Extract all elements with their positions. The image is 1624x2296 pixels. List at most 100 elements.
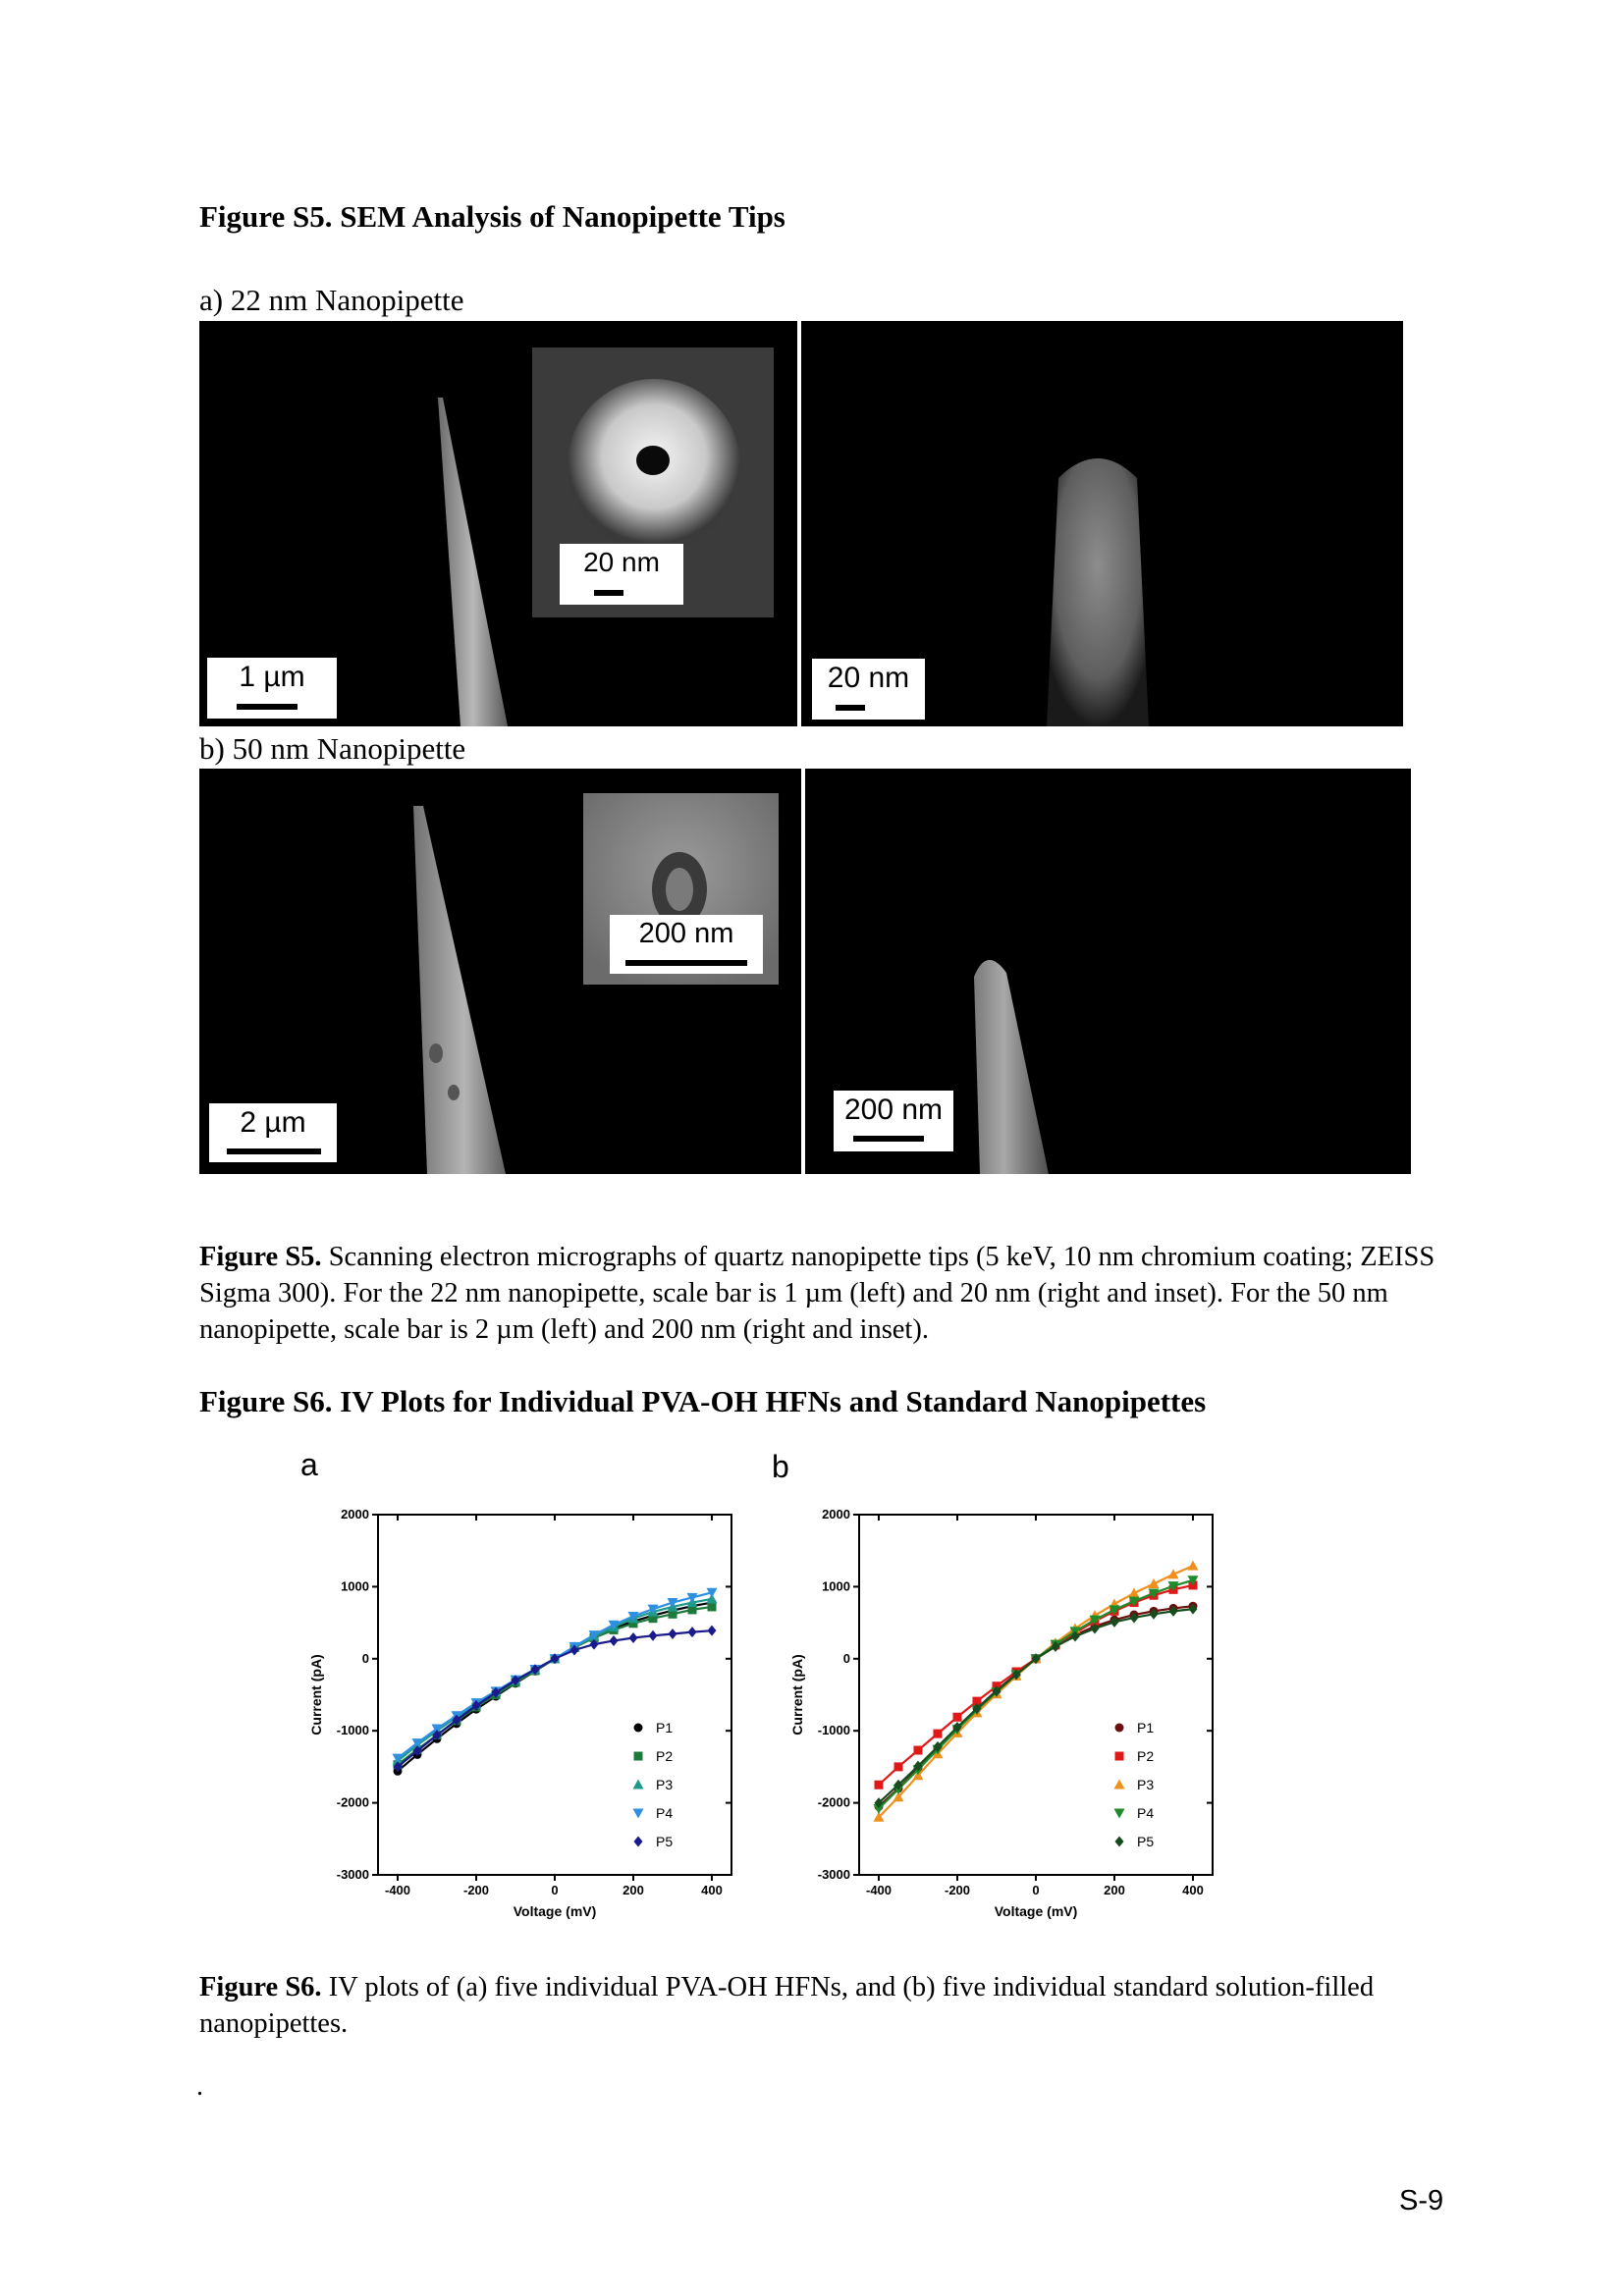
chart-b-point-P5 [1110, 1616, 1119, 1628]
chart-a-point-P2 [707, 1602, 717, 1612]
sem-image-a-left: 20 nm 1 µm [199, 321, 797, 726]
chart-a-point-P2 [628, 1619, 638, 1629]
chart-a-point-P5 [452, 1714, 461, 1726]
chart-b-point-P3 [893, 1791, 904, 1802]
chart-a-point-P2 [687, 1605, 697, 1615]
chart-a-point-P5 [687, 1627, 697, 1638]
chart-a-x-tick-label: 0 [551, 1883, 558, 1897]
chart-a-y-tick-label: -2000 [337, 1795, 369, 1810]
figure-s5-caption: Figure S5. Scanning electron micrographs… [199, 1239, 1436, 1348]
chart-a-y-tick-label: -3000 [337, 1867, 369, 1882]
nanopipette-tip-a-right [1047, 458, 1149, 726]
chart-a-x-tick-label: -200 [463, 1883, 489, 1897]
figure-s6-caption: Figure S6. IV plots of (a) five individu… [199, 1969, 1436, 2042]
sem-image-a-right: 20 nm [801, 321, 1403, 726]
chart-a-point-P5 [393, 1761, 403, 1773]
chart-a-point-P5 [471, 1700, 481, 1712]
chart-b-point-P4 [1128, 1596, 1140, 1607]
scale-bar-a-right: 20 nm [812, 659, 925, 720]
chart-a-legend-label: P1 [656, 1720, 673, 1735]
chart-a-legend-label: P3 [656, 1777, 673, 1792]
sem-inset-a: 20 nm [532, 347, 774, 617]
chart-a-point-P5 [569, 1644, 579, 1656]
chart-a-series-line-P5 [397, 1629, 713, 1768]
chart-a-legend-marker-P3 [632, 1779, 644, 1789]
chart-b-point-P3 [1148, 1577, 1160, 1588]
chart-b-y-axis-label: Current (pA) [789, 1654, 805, 1735]
chart-a-point-P4 [686, 1592, 698, 1603]
chart-b-point-P5 [1070, 1630, 1080, 1642]
chart-b-point-P2 [893, 1762, 903, 1772]
scale-label: 1 µm [239, 661, 305, 693]
scale-line [836, 705, 865, 711]
chart-a-series-line-P2 [397, 1605, 713, 1766]
chart-b-x-tick-label: 400 [1182, 1883, 1204, 1897]
chart-b-point-P5 [1051, 1640, 1060, 1652]
chart-b-y-tick-label: -1000 [818, 1723, 850, 1737]
chart-a-point-P5 [589, 1638, 599, 1650]
chart-a-y-axis-label: Current (pA) [308, 1654, 324, 1735]
chart-a-point-P4 [627, 1611, 639, 1622]
chart-a-series-line-P1 [397, 1601, 713, 1773]
chart-a-x-tick-label: -400 [385, 1883, 410, 1897]
chart-b-x-tick-label: -400 [866, 1883, 892, 1897]
chart-b-legend-marker-P2 [1114, 1751, 1124, 1761]
chart-a-point-P5 [491, 1686, 501, 1698]
chart-a-legend-marker-P2 [633, 1751, 643, 1761]
chart-b-legend-marker-P3 [1113, 1779, 1125, 1789]
scale-label: 20 nm [827, 662, 910, 694]
scale-bar-b-inset: 200 nm [610, 915, 763, 974]
chart-b-legend-label: P5 [1137, 1834, 1154, 1849]
chart-b-point-P5 [1129, 1612, 1139, 1624]
chart-a-legend-marker-P4 [632, 1808, 644, 1819]
scale-line [853, 1136, 924, 1142]
chart-b-point-P5 [1031, 1653, 1041, 1665]
figure-s5-heading: Figure S5. SEM Analysis of Nanopipette T… [199, 199, 785, 234]
chart-b-y-tick-label: -3000 [818, 1867, 850, 1882]
panel-b-label: b) 50 nm Nanopipette [199, 731, 466, 766]
chart-a-legend-marker-P5 [633, 1836, 643, 1847]
chart-b-point-P2 [933, 1729, 943, 1738]
chart-a-point-P5 [432, 1730, 442, 1741]
chart-a-x-tick-label: 200 [623, 1883, 644, 1897]
chart-a-y-tick-label: 2000 [341, 1507, 369, 1522]
chart-b-point-P5 [1168, 1605, 1178, 1617]
chart-a-point-P5 [707, 1625, 717, 1636]
chart-b-point-P5 [874, 1797, 884, 1809]
scale-label: 20 nm [583, 547, 660, 577]
chart-a-point-P4 [392, 1753, 404, 1764]
chart-a-y-tick-label: 1000 [341, 1578, 369, 1593]
chart-a-point-P5 [530, 1664, 540, 1676]
chart-a-point-P4 [588, 1630, 600, 1641]
scale-label: 2 µm [240, 1106, 306, 1139]
chart-a-y-tick-label: -1000 [337, 1723, 369, 1737]
chart-b-plot-frame [858, 1514, 1214, 1876]
chart-a-point-P4 [608, 1620, 620, 1630]
chart-a-x-axis-label: Voltage (mV) [514, 1903, 597, 1919]
chart-b-legend-marker-P5 [1114, 1836, 1124, 1847]
chart-b-point-P5 [1011, 1669, 1021, 1681]
chart-a-x-tick-label: 400 [701, 1883, 723, 1897]
chart-b-point-P4 [1148, 1588, 1160, 1599]
caption-text: IV plots of (a) five individual PVA-OH H… [199, 1972, 1375, 2039]
page-number: S-9 [1399, 2185, 1444, 2216]
chart-a-point-P5 [628, 1632, 638, 1644]
panel-a-label: a) 22 nm Nanopipette [199, 283, 464, 317]
chart-b-legend-marker-P1 [1114, 1723, 1124, 1733]
sem-image-b-right: 200 nm [805, 769, 1411, 1174]
chart-b-legend-label: P1 [1137, 1720, 1154, 1735]
chart-a-point-P5 [668, 1628, 677, 1639]
caption-label: Figure S5. [199, 1242, 322, 1272]
chart-a-series-line-P3 [397, 1597, 713, 1762]
stray-period: . [196, 2071, 203, 2102]
chart-b-point-P5 [992, 1685, 1001, 1697]
chart-b-y-tick-label: 2000 [822, 1507, 850, 1522]
sem-image-b-left: 200 nm 2 µm [199, 769, 801, 1174]
chart-b-point-P5 [893, 1779, 903, 1790]
chart-a-plot-frame [377, 1514, 732, 1876]
scale-bar-a-left: 1 µm [207, 658, 337, 719]
figure-s6-heading: Figure S6. IV Plots for Individual PVA-O… [199, 1384, 1207, 1418]
chart-b-legend-marker-P4 [1113, 1808, 1125, 1819]
